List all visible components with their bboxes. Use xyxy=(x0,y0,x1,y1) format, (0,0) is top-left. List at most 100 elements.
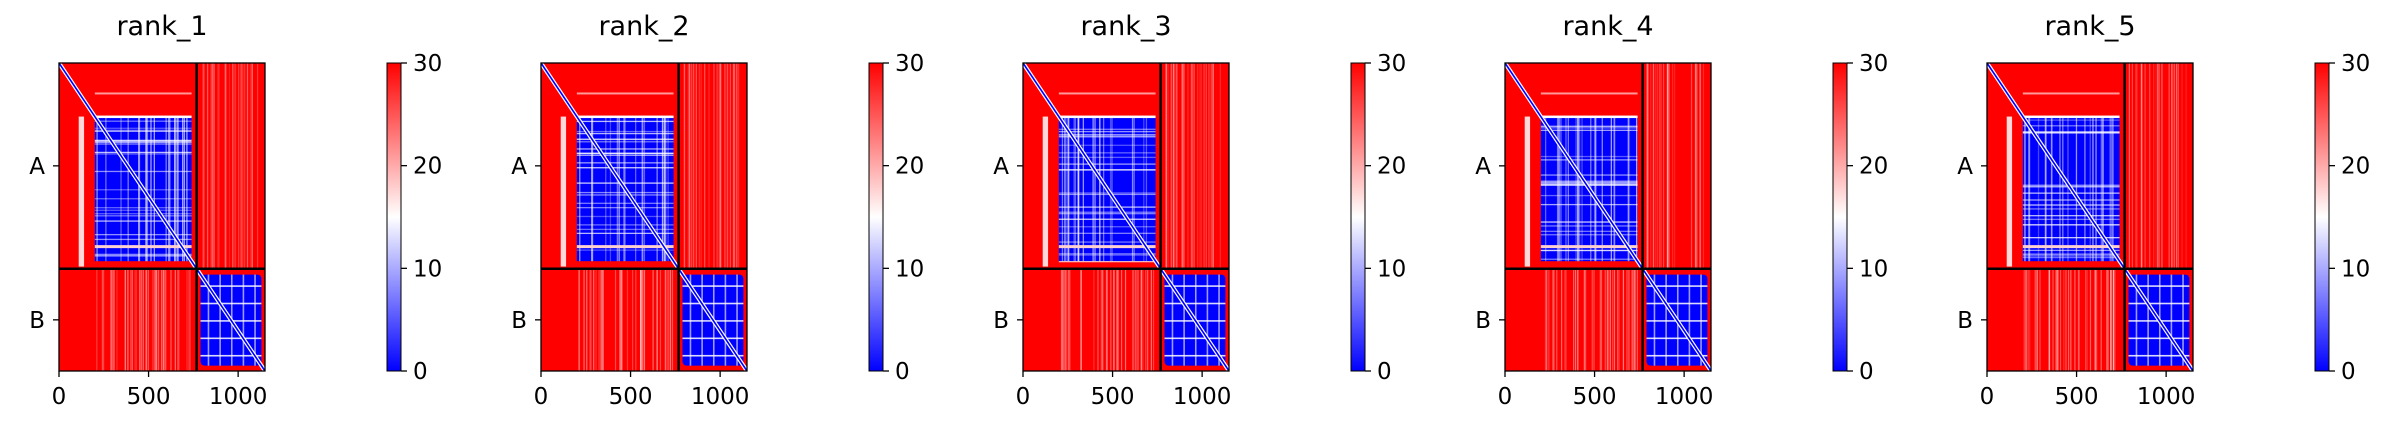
texture-streak xyxy=(170,268,172,371)
texture-streak xyxy=(1667,63,1669,269)
texture-streak xyxy=(1203,63,1205,269)
colorbar-tick-label: 20 xyxy=(1377,154,1406,180)
texture-streak xyxy=(1120,268,1123,371)
texture-streak xyxy=(2048,268,2051,371)
texture-streak xyxy=(2022,132,2120,134)
texture-streak xyxy=(94,207,192,209)
texture-streak xyxy=(1197,63,1199,269)
texture-streak xyxy=(206,63,208,269)
texture-streak xyxy=(1696,63,1698,269)
texture-streak xyxy=(1074,116,1076,262)
texture-streak xyxy=(614,268,617,371)
texture-streak xyxy=(1058,92,1156,95)
texture-streak xyxy=(1699,63,1702,269)
texture-streak xyxy=(1058,241,1156,243)
texture-streak xyxy=(2094,268,2096,371)
texture-streak xyxy=(724,274,727,366)
x-tick-label: 1000 xyxy=(2137,384,2196,410)
texture-streak xyxy=(203,63,205,269)
texture-streak xyxy=(2056,268,2058,371)
domain-edge xyxy=(1058,115,1156,119)
texture-streak xyxy=(2078,268,2080,371)
texture-streak xyxy=(2027,268,2029,371)
texture-streak xyxy=(1540,155,1638,158)
texture-streak xyxy=(1058,254,1156,256)
texture-streak xyxy=(112,268,114,371)
texture-streak xyxy=(1695,63,1697,269)
texture-streak xyxy=(178,268,180,371)
texture-streak xyxy=(1175,63,1177,269)
texture-streak xyxy=(2028,116,2031,262)
texture-streak xyxy=(134,268,136,371)
texture-streak xyxy=(578,268,580,371)
texture-streak xyxy=(2086,268,2088,371)
texture-streak xyxy=(127,116,129,262)
texture-streak xyxy=(1601,116,1603,262)
texture-streak xyxy=(602,268,604,371)
texture-streak xyxy=(94,198,192,200)
texture-column xyxy=(1042,116,1049,267)
texture-streak xyxy=(2052,268,2054,371)
texture-streak xyxy=(145,116,147,262)
texture-streak xyxy=(616,116,619,262)
texture-streak xyxy=(225,63,227,269)
texture-streak xyxy=(1540,181,1638,183)
texture-streak xyxy=(2112,268,2114,371)
texture-streak xyxy=(110,268,112,371)
heatmap-panel-4: rank_4 0 500 1000 A B 0 10 20 30 xyxy=(1475,11,1888,410)
texture-streak xyxy=(620,268,622,371)
colorbar xyxy=(386,62,402,372)
texture-streak xyxy=(1567,116,1569,262)
texture-streak xyxy=(2153,63,2155,269)
texture-streak xyxy=(1622,268,1625,371)
texture-streak xyxy=(2059,116,2061,262)
texture-streak xyxy=(1173,63,1175,269)
texture-streak xyxy=(256,63,259,269)
texture-column xyxy=(78,116,85,267)
texture-streak xyxy=(200,337,262,340)
texture-streak xyxy=(1573,268,1575,371)
texture-streak xyxy=(2140,63,2143,269)
texture-streak xyxy=(103,268,105,371)
texture-streak xyxy=(620,268,622,371)
texture-streak xyxy=(733,63,736,269)
colorbar-tick-label: 30 xyxy=(1377,51,1406,77)
texture-streak xyxy=(224,63,226,269)
texture-streak xyxy=(147,268,149,371)
y-tick-label: B xyxy=(511,308,527,334)
colorbar-tick-label: 30 xyxy=(2341,51,2370,77)
texture-streak xyxy=(2070,268,2072,371)
x-tick-label: 500 xyxy=(1573,384,1617,410)
texture-streak xyxy=(2067,268,2070,371)
texture-streak xyxy=(1063,268,1065,371)
texture-streak xyxy=(1591,268,1594,371)
texture-streak xyxy=(724,63,726,269)
colorbar-tick-label: 20 xyxy=(1859,154,1888,180)
texture-streak xyxy=(1134,268,1136,371)
texture-streak xyxy=(177,116,180,262)
texture-streak xyxy=(140,268,142,371)
texture-streak xyxy=(720,63,722,269)
texture-streak xyxy=(1058,213,1156,215)
texture-streak xyxy=(727,63,729,269)
texture-streak xyxy=(1544,116,1547,262)
texture-streak xyxy=(664,268,666,371)
texture-streak xyxy=(1631,268,1633,371)
texture-streak xyxy=(2173,63,2175,269)
texture-streak xyxy=(2022,92,2120,95)
texture-streak xyxy=(2170,274,2173,366)
texture-streak xyxy=(656,268,658,371)
texture-streak xyxy=(2161,63,2163,269)
domain-edge xyxy=(576,245,674,249)
texture-streak xyxy=(1058,226,1156,228)
texture-streak xyxy=(1064,116,1066,262)
texture-streak xyxy=(2067,116,2069,262)
texture-streak xyxy=(578,268,580,371)
texture-streak xyxy=(1172,63,1175,269)
texture-streak xyxy=(188,268,190,371)
colorbar-tick-label: 10 xyxy=(413,256,442,282)
texture-streak xyxy=(1612,268,1614,371)
texture-streak xyxy=(1073,116,1075,262)
texture-streak xyxy=(207,63,209,269)
texture-streak xyxy=(94,139,192,142)
